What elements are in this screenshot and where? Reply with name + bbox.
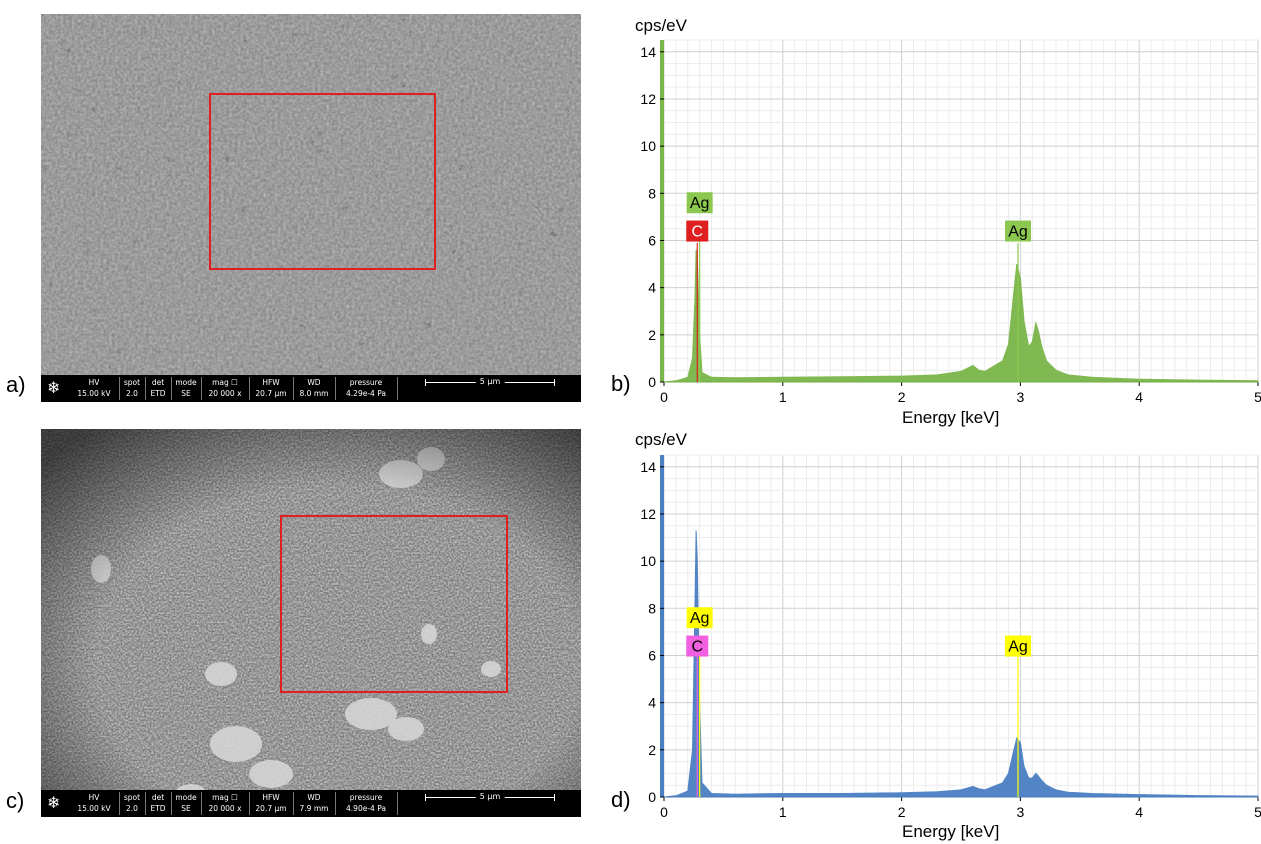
databar-mode: mode SE [175, 793, 197, 813]
sem-texture-a [41, 14, 581, 402]
databar-hfw: HFW 20.7 µm [255, 378, 287, 398]
databar-mag: mag ☐ 20 000 x [208, 793, 242, 813]
y-tick-label: 0 [648, 374, 656, 390]
databar-hv: HV 15.00 kV [77, 378, 111, 398]
y-tick-label: 6 [648, 232, 656, 248]
x-tick-label: 5 [1254, 804, 1261, 820]
peak-label: Ag [690, 610, 710, 627]
x-tick-label: 1 [779, 389, 787, 405]
x-axis-title: Energy [keV] [902, 408, 1000, 427]
eds-spectrum-d: cps/eV 0 2 4 6 8 10 12 14 0 1 2 3 4 5 Ag C Ag Energy [ke… [600, 425, 1261, 844]
panel-letter-b: b) [611, 371, 631, 396]
databar-mag: mag ☐ 20 000 x [208, 378, 242, 398]
y-tick-label: 2 [648, 742, 656, 758]
x-tick-label: 0 [660, 804, 668, 820]
x-tick-label: 2 [898, 804, 906, 820]
y-tick-label: 4 [648, 695, 656, 711]
databar-wd: WD 8.0 mm [299, 378, 329, 398]
scale-bar-c: 5 µm [425, 792, 555, 802]
roi-rectangle-c [280, 515, 508, 693]
x-axis-title: Energy [keV] [902, 822, 1000, 841]
databar-mode: mode SE [175, 378, 197, 398]
panel-letter-c: c) [6, 788, 25, 813]
fei-snowflake-icon: ❄ [47, 793, 61, 812]
peak-label-box [1005, 220, 1032, 242]
x-tick-label: 5 [1254, 389, 1261, 405]
peak-label-box [686, 192, 713, 214]
sem-image-c: ❄ HV 15.00 kV spot 2.0 det ETD mode SE mag ☐… [41, 429, 581, 817]
databar-spot: spot 2.0 [123, 378, 141, 398]
databar-hv: HV 15.00 kV [77, 793, 111, 813]
x-tick-label: 3 [1017, 804, 1025, 820]
peak-label: Ag [690, 195, 710, 212]
y-axis-strip [660, 40, 664, 382]
panel-letter-a: a) [6, 372, 26, 397]
sem-databar-c: ❄ HV 15.00 kV spot 2.0 det ETD mode SE mag ☐… [41, 790, 581, 817]
databar-wd: WD 7.9 mm [299, 793, 329, 813]
x-tick-label: 4 [1135, 389, 1143, 405]
databar-det: det ETD [150, 793, 166, 813]
scale-bar-label: 5 µm [475, 377, 505, 386]
y-axis-strip [660, 455, 664, 797]
peak-label: C [691, 639, 703, 656]
y-axis-title: cps/eV [635, 16, 687, 35]
sem-image-a: ❄ HV 15.00 kV spot 2.0 det ETD mode SE mag ☐… [41, 14, 581, 402]
sem-texture-c [41, 429, 581, 817]
x-tick-label: 3 [1017, 389, 1025, 405]
x-tick-label: 2 [898, 389, 906, 405]
fei-snowflake-icon: ❄ [47, 378, 61, 397]
databar-det: det ETD [150, 378, 166, 398]
y-tick-label: 12 [640, 506, 656, 522]
roi-rectangle-a [209, 93, 436, 270]
y-tick-label: 10 [640, 553, 656, 569]
panel-letter-d: d) [611, 787, 631, 812]
sem-databar-a: ❄ HV 15.00 kV spot 2.0 det ETD mode SE mag ☐… [41, 375, 581, 402]
y-tick-label: 14 [640, 44, 656, 60]
peak-label: C [691, 224, 703, 241]
y-tick-label: 0 [648, 789, 656, 805]
scale-bar-a: 5 µm [425, 377, 555, 387]
peak-label: Ag [1008, 639, 1028, 656]
y-tick-label: 8 [648, 600, 656, 616]
y-tick-label: 14 [640, 459, 656, 475]
scale-bar-label: 5 µm [475, 792, 505, 801]
y-tick-label: 12 [640, 91, 656, 107]
y-tick-label: 10 [640, 138, 656, 154]
databar-pressure: pressure 4.90e-4 Pa [346, 793, 386, 813]
y-tick-label: 4 [648, 280, 656, 296]
peak-label: Ag [1008, 224, 1028, 241]
databar-pressure: pressure 4.29e-4 Pa [346, 378, 386, 398]
y-tick-label: 2 [648, 327, 656, 343]
x-tick-label: 1 [779, 804, 787, 820]
peak-label-box [686, 607, 713, 629]
eds-spectrum-b: cps/eV 0 2 4 6 8 10 12 14 0 1 2 3 4 5 Ag C Ag Energy [ke… [600, 10, 1261, 430]
x-tick-label: 0 [660, 389, 668, 405]
x-tick-label: 4 [1135, 804, 1143, 820]
peak-label-box [1005, 635, 1032, 657]
databar-hfw: HFW 20.7 µm [255, 793, 287, 813]
peak-label-box [686, 635, 709, 657]
y-axis-title: cps/eV [635, 430, 687, 449]
y-tick-label: 8 [648, 185, 656, 201]
peak-label-box [686, 220, 709, 242]
y-tick-label: 6 [648, 647, 656, 663]
spectrum-area [663, 249, 1259, 383]
databar-spot: spot 2.0 [123, 793, 141, 813]
